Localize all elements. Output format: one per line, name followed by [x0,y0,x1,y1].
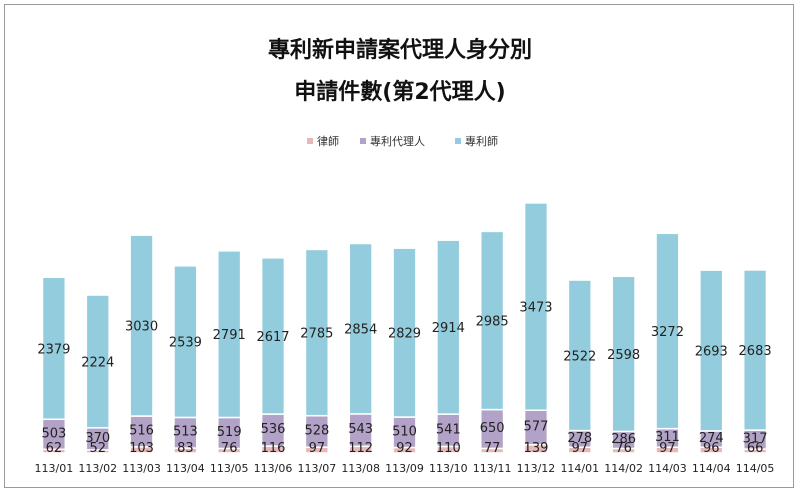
value-label-2-14: 3272 [651,325,684,340]
value-label-2-4: 2791 [213,328,246,343]
value-label-0-5: 116 [261,441,286,456]
value-label-1-2: 516 [129,423,154,438]
value-label-0-11: 139 [524,441,549,456]
x-tick-label-3: 113/04 [166,462,205,475]
value-label-1-14: 311 [655,430,680,445]
bar-2-10 [480,230,505,411]
bar-2-13 [611,275,636,433]
x-tick-label-2: 113/03 [122,462,161,475]
value-label-0-14: 97 [659,441,676,456]
value-label-0-12: 97 [572,441,589,456]
value-label-1-4: 519 [217,425,242,440]
value-label-2-5: 2617 [256,330,289,345]
value-label-0-3: 83 [177,441,194,456]
bar-2-15 [699,269,724,432]
value-label-0-13: 76 [615,441,632,456]
value-label-0-9: 110 [436,441,461,456]
value-label-0-10: 77 [484,441,501,456]
value-label-2-12: 2522 [563,349,596,364]
value-label-0-16: 66 [747,441,764,456]
value-label-0-8: 92 [396,441,413,456]
value-label-0-0: 62 [46,441,63,456]
bar-2-11 [523,202,549,412]
legend-label-2: 專利師 [465,135,498,148]
x-tick-label-9: 113/10 [429,462,468,475]
value-label-1-9: 541 [436,422,461,437]
bar-2-16 [742,269,768,431]
value-label-1-16: 317 [743,432,768,447]
chart-subtitle: 申請件數(第2代理人) [294,79,505,105]
stacked-bar-chart: 專利新申請案代理人身分別 申請件數(第2代理人) 律師 專利代理人 專利師 6250… [35,37,775,475]
bar-2-7 [348,242,373,415]
value-label-2-9: 2914 [432,321,465,336]
x-tick-label-8: 113/09 [385,462,424,475]
bar-2-2 [129,234,154,417]
x-axis-ticks: 113/01 113/02 113/03 113/04 113/05 113/06 113/… [35,462,775,475]
value-label-1-7: 543 [348,422,373,437]
value-label-1-3: 513 [173,425,198,440]
value-label-2-13: 2598 [607,348,640,363]
value-label-1-10: 650 [480,421,505,436]
value-label-1-13: 286 [611,432,636,447]
bars-group: 6250323795237022241035163030835132539765… [37,202,772,456]
value-label-2-3: 2539 [169,336,202,351]
value-label-1-11: 577 [524,419,549,434]
value-label-2-15: 2693 [695,345,728,360]
legend-swatch-0 [307,138,313,144]
bar-2-1 [85,294,110,429]
bar-2-8 [392,247,417,418]
legend-label-0: 律師 [317,135,339,148]
value-label-2-8: 2829 [388,327,421,342]
x-tick-label-4: 113/05 [210,462,249,475]
bar-2-4 [217,250,242,419]
value-label-0-2: 103 [129,441,154,456]
value-label-0-15: 96 [703,441,720,456]
value-label-0-1: 52 [89,441,106,456]
bar-2-12 [567,279,592,432]
value-label-2-10: 2985 [476,314,509,329]
x-tick-label-15: 114/04 [692,462,731,475]
x-tick-label-10: 113/11 [473,462,512,475]
x-tick-label-14: 114/03 [648,462,687,475]
value-label-2-0: 2379 [37,342,70,357]
value-label-2-16: 2683 [739,344,772,359]
legend-swatch-1 [360,138,366,144]
x-tick-label-0: 113/01 [35,462,74,475]
bar-2-0 [41,276,67,421]
x-tick-label-1: 113/02 [78,462,117,475]
value-label-2-6: 2785 [300,327,333,342]
x-tick-label-16: 114/05 [736,462,775,475]
value-label-1-15: 274 [699,431,724,446]
value-label-2-2: 3030 [125,320,158,335]
value-label-2-7: 2854 [344,323,377,338]
value-label-1-1: 370 [85,431,110,446]
chart-frame: 專利新申請案代理人身分別 申請件數(第2代理人) 律師 專利代理人 專利師 62 50… [4,4,794,488]
bar-2-5 [260,257,286,415]
value-label-2-11: 3473 [519,301,552,316]
value-label-2-1: 2224 [81,355,114,370]
bar-2-6 [304,248,329,417]
value-label-1-5: 536 [261,422,286,437]
legend-label-1: 專利代理人 [370,135,425,148]
legend: 律師 專利代理人 專利師 [307,135,498,148]
legend-swatch-2 [455,138,461,144]
value-label-1-0: 503 [41,426,66,441]
value-label-0-7: 112 [348,441,373,456]
value-label-1-12: 278 [567,431,592,446]
x-tick-label-7: 113/08 [341,462,380,475]
value-label-1-8: 510 [392,424,417,439]
x-tick-label-5: 113/06 [254,462,293,475]
value-label-0-4: 76 [221,441,238,456]
chart-title: 專利新申請案代理人身分別 [268,37,532,63]
x-tick-label-11: 113/12 [517,462,556,475]
value-label-0-6: 97 [309,441,326,456]
bar-2-9 [436,239,461,415]
x-tick-label-6: 113/07 [298,462,337,475]
bar-2-3 [173,265,198,419]
value-label-1-6: 528 [304,423,329,438]
x-tick-label-12: 114/01 [560,462,599,475]
x-tick-label-13: 114/02 [604,462,643,475]
bar-2-14 [655,232,680,430]
